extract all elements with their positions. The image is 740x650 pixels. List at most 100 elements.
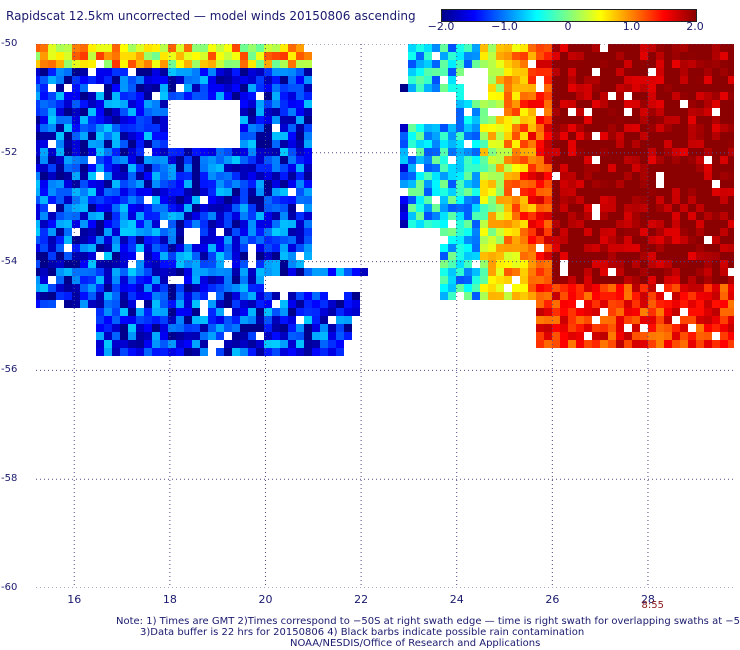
- wind-cell: [528, 156, 536, 164]
- wind-cell: [608, 324, 616, 332]
- wind-cell: [464, 116, 472, 124]
- wind-cell: [608, 196, 616, 204]
- wind-cell: [304, 340, 312, 348]
- wind-cell: [432, 68, 440, 76]
- wind-cell: [112, 348, 120, 356]
- wind-cell: [176, 196, 184, 204]
- wind-cell: [728, 308, 734, 316]
- wind-cell: [600, 276, 608, 284]
- wind-cell: [720, 260, 728, 268]
- wind-cell: [472, 148, 480, 156]
- wind-cell: [216, 84, 224, 92]
- wind-cell: [128, 180, 136, 188]
- wind-cell: [496, 116, 504, 124]
- wind-cell: [456, 124, 464, 132]
- wind-cell: [240, 156, 248, 164]
- wind-cell: [512, 84, 520, 92]
- wind-cell: [424, 204, 432, 212]
- wind-cell: [520, 92, 528, 100]
- wind-cell: [160, 300, 168, 308]
- wind-cell: [424, 132, 432, 140]
- wind-cell: [72, 52, 80, 60]
- wind-cell: [520, 116, 528, 124]
- wind-cell: [96, 204, 104, 212]
- wind-cell: [272, 180, 280, 188]
- wind-cell: [280, 348, 288, 356]
- wind-cell: [616, 44, 624, 52]
- wind-cell: [184, 308, 192, 316]
- wind-cell: [608, 340, 616, 348]
- wind-cell: [688, 316, 696, 324]
- wind-cell: [344, 316, 352, 324]
- wind-cell: [728, 44, 734, 52]
- wind-cell: [544, 108, 552, 116]
- wind-cell: [56, 180, 64, 188]
- wind-cell: [664, 324, 672, 332]
- wind-cell: [536, 196, 544, 204]
- wind-cell: [264, 212, 272, 220]
- wind-cell: [80, 116, 88, 124]
- wind-cell: [424, 124, 432, 132]
- wind-cell: [472, 204, 480, 212]
- wind-cell: [544, 292, 552, 300]
- wind-cell: [608, 260, 616, 268]
- wind-cell: [632, 44, 640, 52]
- wind-cell: [632, 244, 640, 252]
- wind-cell: [568, 332, 576, 340]
- wind-cell: [312, 340, 320, 348]
- wind-cell: [568, 284, 576, 292]
- wind-cell: [664, 180, 672, 188]
- wind-cell: [328, 340, 336, 348]
- wind-cell: [128, 100, 136, 108]
- wind-cell: [240, 332, 248, 340]
- wind-cell: [704, 100, 712, 108]
- wind-cell: [80, 276, 88, 284]
- wind-cell: [704, 300, 712, 308]
- wind-cell: [136, 196, 144, 204]
- wind-cell: [576, 84, 584, 92]
- wind-cell: [400, 164, 408, 172]
- wind-cell: [728, 116, 734, 124]
- wind-cell: [448, 292, 456, 300]
- wind-cell: [696, 204, 704, 212]
- wind-cell: [104, 244, 112, 252]
- wind-cell: [80, 76, 88, 84]
- wind-cell: [240, 100, 248, 108]
- wind-cell: [416, 212, 424, 220]
- wind-cell: [304, 332, 312, 340]
- wind-cell: [40, 148, 48, 156]
- wind-cell: [544, 156, 552, 164]
- wind-cell: [152, 188, 160, 196]
- wind-cell: [104, 180, 112, 188]
- wind-cell: [192, 348, 200, 356]
- wind-cell: [264, 348, 272, 356]
- wind-cell: [720, 52, 728, 60]
- wind-cell: [552, 68, 560, 76]
- wind-cell: [656, 132, 664, 140]
- wind-cell: [704, 316, 712, 324]
- wind-cell: [472, 52, 480, 60]
- wind-cell: [552, 188, 560, 196]
- wind-cell: [56, 212, 64, 220]
- wind-cell: [128, 188, 136, 196]
- wind-cell: [232, 340, 240, 348]
- wind-cell: [480, 60, 488, 68]
- wind-cell: [448, 44, 456, 52]
- wind-cell: [600, 228, 608, 236]
- wind-cell: [720, 252, 728, 260]
- wind-cell: [440, 212, 448, 220]
- wind-cell: [64, 60, 72, 68]
- wind-cell: [632, 292, 640, 300]
- wind-cell: [128, 340, 136, 348]
- wind-cell: [648, 156, 656, 164]
- wind-cell: [632, 276, 640, 284]
- wind-cell: [552, 124, 560, 132]
- wind-cell: [712, 172, 720, 180]
- wind-cell: [488, 140, 496, 148]
- wind-cell: [696, 244, 704, 252]
- wind-cell: [560, 100, 568, 108]
- wind-cell: [36, 244, 40, 252]
- wind-cell: [560, 44, 568, 52]
- wind-cell: [216, 292, 224, 300]
- wind-cell: [200, 228, 208, 236]
